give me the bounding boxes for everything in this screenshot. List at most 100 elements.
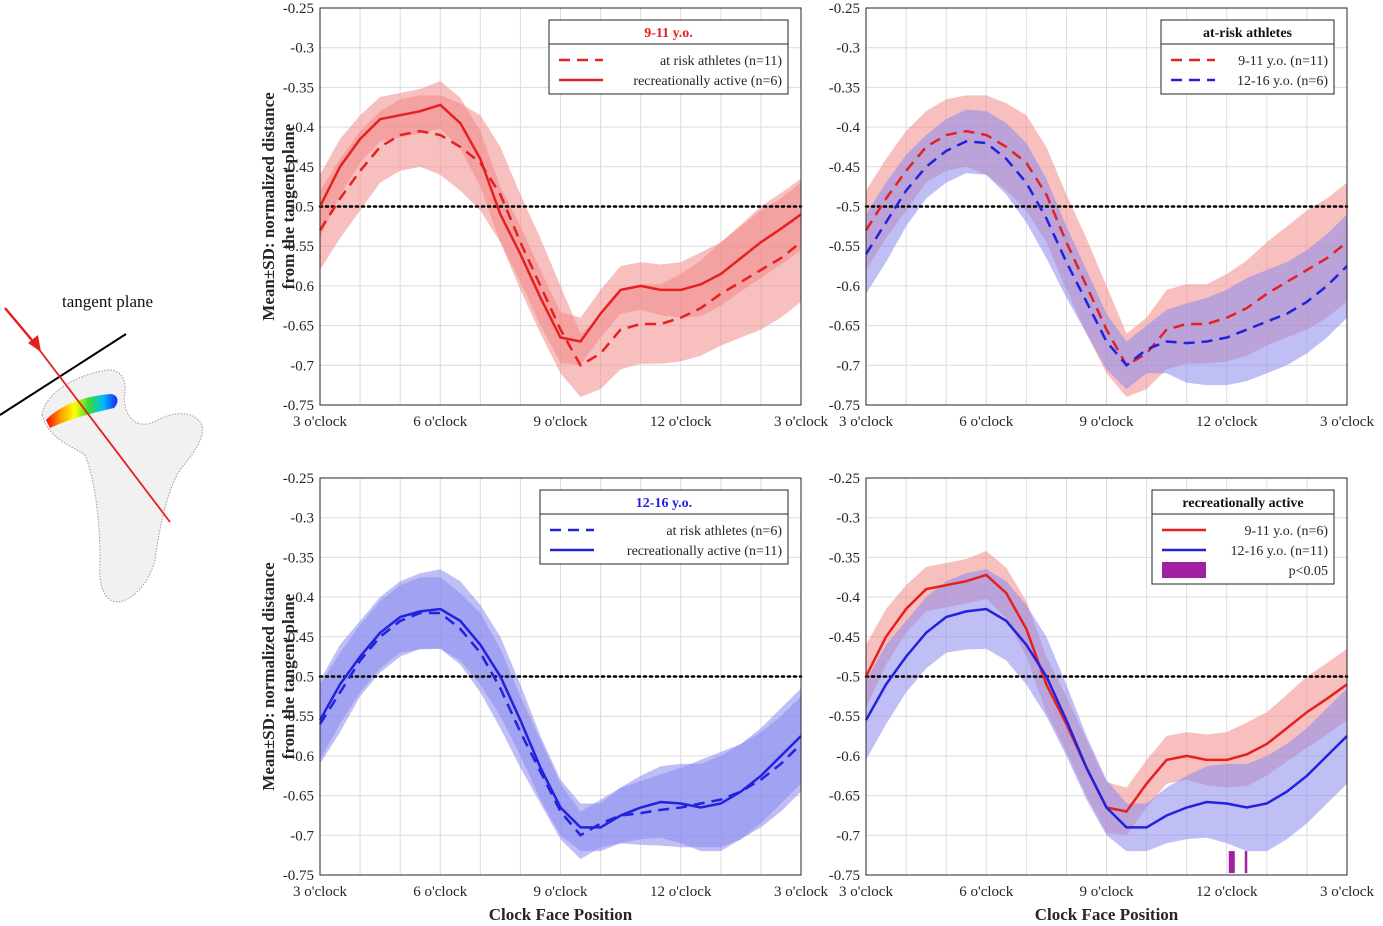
x-tick-label: 12 o'clock [1196, 414, 1258, 430]
y-tick-label: -0.25 [829, 1, 860, 17]
significance-marker [1244, 851, 1248, 874]
legend-entry: at risk athletes (n=6) [666, 524, 782, 539]
y-tick-label: -0.55 [283, 709, 314, 725]
y-axis-label: Mean±SD: normalized distancefrom the tan… [259, 92, 298, 321]
y-tick-label: -0.45 [283, 630, 314, 646]
series-line-2 [318, 103, 802, 343]
y-tick-label: -0.65 [283, 789, 314, 805]
legend-title: 9-11 y.o. [644, 26, 693, 41]
x-axis-label: Clock Face Position [1035, 905, 1179, 924]
tangent-plane-label: tangent plane [62, 292, 153, 311]
y-tick-label: -0.25 [829, 471, 860, 487]
legend: 12-16 y.o. at risk athletes (n=6) recreati… [539, 489, 789, 565]
y-tick-label: -0.45 [829, 160, 860, 176]
sd-band-1 [320, 95, 801, 398]
x-tick-label: 12 o'clock [650, 884, 712, 900]
normal-axis-line [37, 347, 171, 523]
legend-title: 12-16 y.o. [636, 496, 692, 511]
legend-entry: p<0.05 [1289, 564, 1328, 579]
y-tick-label: -0.3 [836, 41, 860, 57]
arrow-head [28, 335, 41, 352]
y-tick-label: -0.3 [290, 41, 314, 57]
axes-frame [865, 7, 1348, 406]
y-tick-label: -0.25 [283, 471, 314, 487]
x-tick-label: 9 o'clock [1080, 884, 1134, 900]
legend-title: at-risk athletes [1203, 26, 1293, 41]
y-tick-label: -0.5 [836, 200, 860, 216]
y-tick-label: -0.3 [836, 511, 860, 527]
sd-band-2 [866, 109, 1347, 390]
y-tick-label: -0.65 [283, 319, 314, 335]
y-tick-label: -0.5 [290, 670, 314, 686]
y-tick-label: -0.35 [829, 550, 860, 566]
y-tick-label: -0.55 [283, 239, 314, 255]
significance-marker [1228, 851, 1235, 874]
axes-frame [319, 7, 802, 406]
series-line-1 [864, 129, 1348, 368]
y-tick-label: -0.5 [290, 200, 314, 216]
y-tick-label: -0.6 [290, 279, 314, 295]
legend: 9-11 y.o. at risk athletes (n=11) recreati… [548, 19, 789, 95]
y-tick-label: -0.7 [836, 358, 860, 374]
x-tick-label: 3 o'clock [774, 884, 828, 900]
legend-entry: 9-11 y.o. (n=11) [1238, 54, 1328, 69]
x-tick-label: 3 o'clock [293, 884, 347, 900]
x-tick-label: 6 o'clock [959, 884, 1013, 900]
y-axis-label: Mean±SD: normalized distancefrom the tan… [259, 562, 298, 791]
legend-entry: recreationally active (n=6) [633, 74, 782, 89]
x-tick-label: 9 o'clock [534, 884, 588, 900]
x-tick-label: 3 o'clock [1320, 884, 1374, 900]
axes-frame [319, 477, 802, 876]
y-tick-label: -0.45 [283, 160, 314, 176]
legend-box [539, 489, 789, 565]
y-tick-label: -0.35 [283, 550, 314, 566]
x-tick-label: 3 o'clock [774, 414, 828, 430]
chart-panel-bottom-left: -0.25 -0.3 -0.35 -0.4 -0.45 -0.5 -0.55 -0.6 -0.6… [259, 471, 828, 924]
x-tick-label: 12 o'clock [1196, 884, 1258, 900]
legend-box [1160, 19, 1335, 95]
legend-entry: 12-16 y.o. (n=6) [1237, 74, 1328, 89]
y-tick-label: -0.4 [290, 120, 314, 136]
y-tick-label: -0.6 [836, 279, 860, 295]
legend-entry: 9-11 y.o. (n=6) [1245, 524, 1329, 539]
y-tick-label: -0.75 [283, 398, 314, 414]
femur-point-cloud [41, 369, 203, 603]
x-tick-label: 6 o'clock [413, 884, 467, 900]
legend: recreationally active 9-11 y.o. (n=6) 12-1… [1151, 489, 1335, 585]
legend-title: recreationally active [1182, 496, 1303, 511]
series-line-2 [318, 607, 802, 829]
sd-band-2 [320, 81, 801, 366]
y-tick-label: -0.65 [829, 789, 860, 805]
rainbow-patch [46, 394, 118, 428]
series-line-2 [864, 607, 1348, 829]
y-tick-label: -0.75 [829, 398, 860, 414]
x-tick-label: 6 o'clock [959, 414, 1013, 430]
chart-panel-bottom-right: -0.25 -0.3 -0.35 -0.4 -0.45 -0.5 -0.55 -0.6 -0.6… [829, 471, 1375, 924]
sd-band-2 [320, 569, 801, 852]
y-tick-label: -0.35 [283, 80, 314, 96]
y-tick-label: -0.55 [829, 709, 860, 725]
y-tick-label: -0.3 [290, 511, 314, 527]
legend-entry: 12-16 y.o. (n=11) [1231, 544, 1329, 559]
y-tick-label: -0.45 [829, 630, 860, 646]
series-line-1 [318, 611, 802, 837]
y-tick-label: -0.7 [836, 828, 860, 844]
arrow-shaft [4, 307, 37, 346]
legend-swatch [1162, 562, 1206, 578]
y-tick-label: -0.75 [829, 868, 860, 884]
y-tick-label: -0.35 [829, 80, 860, 96]
legend-entry: recreationally active (n=11) [627, 544, 782, 559]
x-tick-label: 9 o'clock [1080, 414, 1134, 430]
chart-panel-top-left: -0.25 -0.3 -0.35 -0.4 -0.45 -0.5 -0.55 -0.6 -0.6… [259, 1, 828, 430]
y-tick-label: -0.4 [290, 590, 314, 606]
y-tick-label: -0.5 [836, 670, 860, 686]
legend-entry: at risk athletes (n=11) [660, 54, 782, 69]
y-tick-label: -0.7 [290, 828, 314, 844]
x-axis-label: Clock Face Position [489, 905, 633, 924]
y-tick-label: -0.6 [290, 749, 314, 765]
y-tick-label: -0.4 [836, 590, 860, 606]
x-tick-label: 3 o'clock [839, 414, 893, 430]
x-tick-label: 3 o'clock [1320, 414, 1374, 430]
y-tick-label: -0.6 [836, 749, 860, 765]
